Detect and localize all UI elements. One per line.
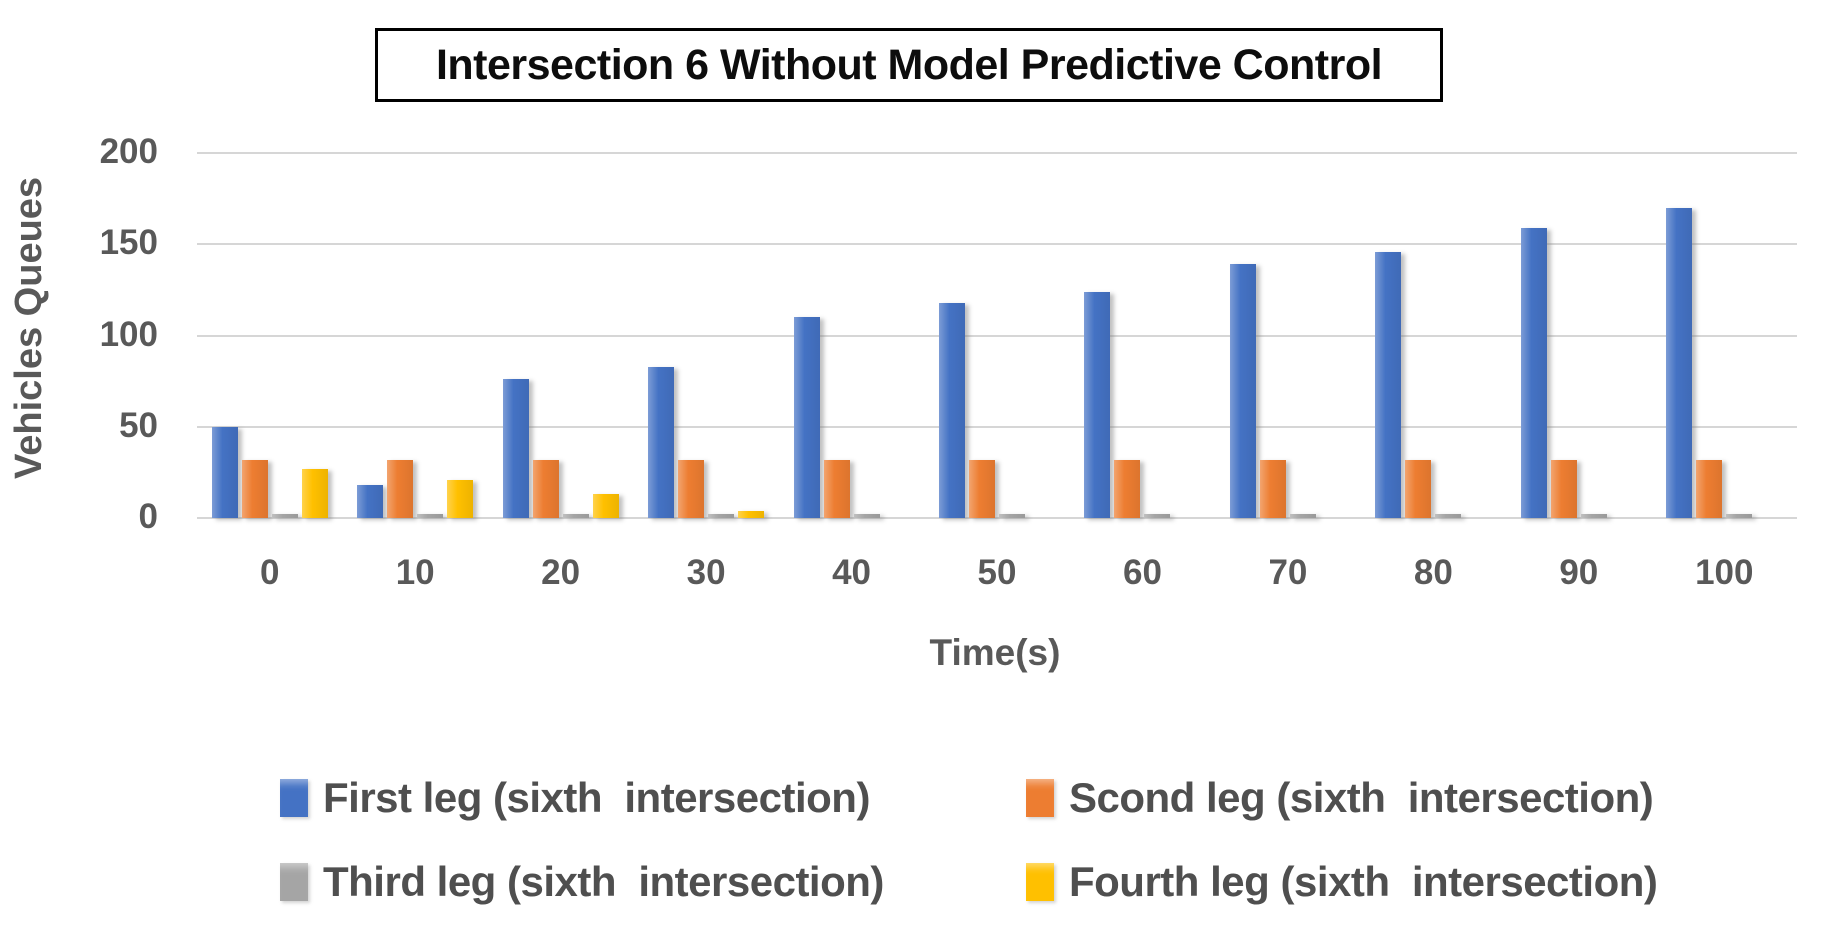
chart-title-box: Intersection 6 Without Model Predictive … xyxy=(375,28,1443,102)
bar-series1-x60 xyxy=(1084,291,1111,518)
bar-series3-x80 xyxy=(1435,514,1462,518)
gridline-y-100 xyxy=(197,334,1797,337)
legend-swatch-icon xyxy=(1026,863,1054,901)
bar-series2-x70 xyxy=(1259,459,1286,518)
bar-series2-x20 xyxy=(532,459,559,518)
legend-item-4: Fourth leg (sixth intersection) xyxy=(1026,856,1658,908)
bar-series2-x0 xyxy=(241,459,268,518)
bar-series2-x40 xyxy=(823,459,850,518)
gridline-y-0 xyxy=(197,517,1797,519)
gridline-y-50 xyxy=(197,425,1797,428)
legend-item-2: Scond leg (sixth intersection) xyxy=(1026,772,1654,824)
bar-series1-x40 xyxy=(793,317,820,518)
bar-series4-x10 xyxy=(447,479,474,518)
bar-series3-x10 xyxy=(417,514,444,518)
legend-item-3: Third leg (sixth intersection) xyxy=(280,856,884,908)
bar-series2-x60 xyxy=(1114,459,1141,518)
legend-label: Third leg (sixth intersection) xyxy=(323,858,884,905)
x-axis-title: Time(s) xyxy=(929,632,1061,673)
x-tick-label-80: 80 xyxy=(1413,553,1453,592)
bar-series3-x70 xyxy=(1289,514,1316,518)
bar-series4-x30 xyxy=(738,510,765,518)
legend-label: Fourth leg (sixth intersection) xyxy=(1069,858,1658,905)
bar-series2-x80 xyxy=(1405,459,1432,518)
bar-series2-x10 xyxy=(387,459,414,518)
x-tick-label-100: 100 xyxy=(1695,553,1754,592)
x-tick-label-90: 90 xyxy=(1559,553,1599,592)
x-tick-label-50: 50 xyxy=(977,553,1017,592)
legend-swatch-icon xyxy=(280,779,308,817)
gridline-y-200 xyxy=(197,152,1797,154)
legend-item-1: First leg (sixth intersection) xyxy=(280,772,870,824)
bar-series3-x100 xyxy=(1726,514,1753,518)
x-tick-label-0: 0 xyxy=(259,553,280,592)
x-tick-label-30: 30 xyxy=(686,553,726,592)
y-tick-label-100: 100 xyxy=(99,314,158,354)
bar-series4-x20 xyxy=(592,494,619,518)
bar-series3-x20 xyxy=(562,514,589,518)
bar-series1-x90 xyxy=(1520,227,1547,518)
legend-label: First leg (sixth intersection) xyxy=(323,774,870,821)
bar-series1-x80 xyxy=(1375,251,1402,518)
x-tick-label-20: 20 xyxy=(541,553,581,592)
y-tick-label-200: 200 xyxy=(99,132,158,171)
bar-series3-x60 xyxy=(1144,514,1171,518)
bar-series1-x30 xyxy=(648,366,675,518)
bar-series1-x0 xyxy=(211,426,238,518)
bar-series2-x90 xyxy=(1550,459,1577,518)
bar-series1-x70 xyxy=(1229,264,1256,518)
x-tick-label-40: 40 xyxy=(832,553,871,592)
bar-series1-x100 xyxy=(1666,207,1693,518)
y-tick-label-0: 0 xyxy=(138,497,158,536)
bar-series1-x20 xyxy=(502,379,529,518)
bar-series1-x10 xyxy=(357,485,384,518)
y-tick-label-150: 150 xyxy=(99,223,158,263)
bar-series4-x0 xyxy=(301,468,328,518)
x-tick-label-60: 60 xyxy=(1122,553,1162,592)
x-tick-label-10: 10 xyxy=(395,553,435,592)
gridline-y-150 xyxy=(197,243,1797,246)
legend-swatch-icon xyxy=(1026,779,1054,817)
bar-series3-x30 xyxy=(708,514,735,518)
bar-series1-x50 xyxy=(939,302,965,518)
bar-series3-x0 xyxy=(271,514,298,518)
bar-series3-x50 xyxy=(999,514,1025,518)
plot-area xyxy=(197,152,1797,519)
y-tick-label-50: 50 xyxy=(119,405,158,445)
bar-series3-x90 xyxy=(1580,514,1607,518)
bar-series2-x100 xyxy=(1696,459,1723,518)
legend-label: Scond leg (sixth intersection) xyxy=(1069,774,1654,821)
bar-series3-x40 xyxy=(853,514,880,518)
x-tick-label-70: 70 xyxy=(1268,553,1308,592)
bar-series2-x50 xyxy=(969,459,995,518)
bar-series2-x30 xyxy=(678,459,705,518)
legend-swatch-icon xyxy=(280,863,308,901)
chart-title: Intersection 6 Without Model Predictive … xyxy=(435,40,1383,89)
